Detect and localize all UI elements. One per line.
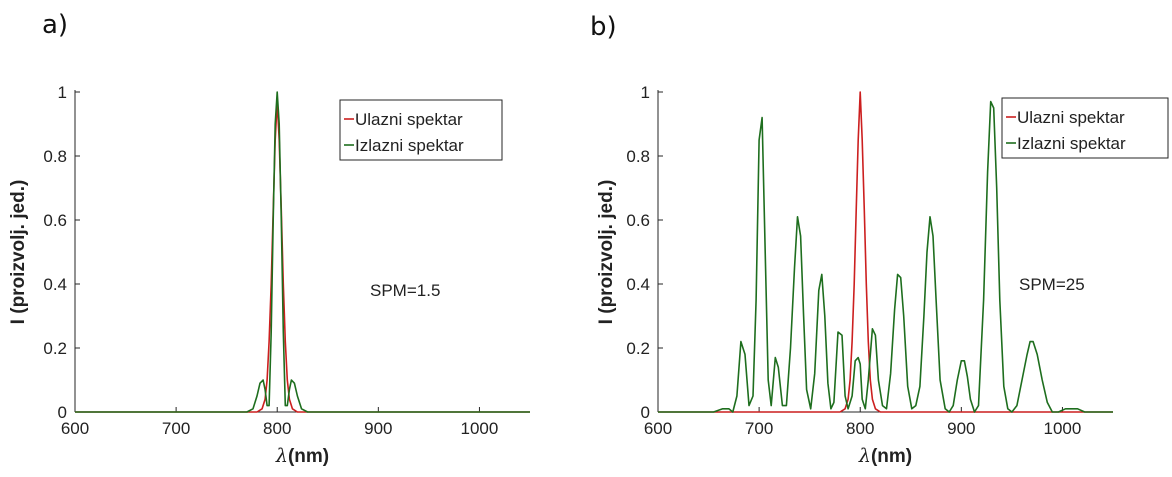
y-tick-label: 1	[641, 83, 650, 102]
legend-entry: Izlazni spektar	[1017, 134, 1126, 153]
y-tick-label: 0.8	[43, 147, 67, 166]
x-tick-label: 700	[745, 419, 773, 438]
x-tick-label: 700	[162, 419, 190, 438]
annotation: SPM=1.5	[370, 281, 440, 300]
x-tick-label: 600	[61, 419, 89, 438]
panel-label: b)	[590, 12, 617, 42]
x-axis-label: λ(nm)	[275, 445, 329, 467]
series-line-1	[658, 91, 1113, 413]
y-tick-label: 0.6	[626, 211, 650, 230]
panel-label: a)	[42, 10, 68, 40]
chart-panel-1: a) 600 700 800 900 1000 0 0.2 0.4 0.6 0.8 1 λ(nm) I (…	[8, 10, 530, 467]
legend: Ulazni spektar Izlazni spektar	[1001, 97, 1169, 159]
y-tick-label: 0.4	[626, 275, 650, 294]
legend-entry: Ulazni spektar	[1017, 108, 1125, 127]
y-tick-label: 0.8	[626, 147, 650, 166]
legend-entry: Izlazni spektar	[355, 136, 464, 155]
y-tick-label: 0.6	[43, 211, 67, 230]
x-axis-label-symbol: λ	[275, 445, 288, 467]
y-tick-label: 0.4	[43, 275, 67, 294]
legend-box	[1001, 97, 1169, 159]
x-axis-label-symbol: λ	[858, 445, 871, 467]
x-tick-label: 900	[364, 419, 392, 438]
y-tick-label: 0.2	[626, 339, 650, 358]
y-tick-label: 0.2	[43, 339, 67, 358]
chart-panel-2: b) 600 700 800 900 1000 0 0.2 0.4 0.6 0.8 1 λ(nm) I (…	[590, 12, 1169, 467]
annotation: SPM=25	[1019, 275, 1085, 294]
x-tick-label: 800	[846, 419, 874, 438]
series-line-2	[658, 100, 1113, 413]
x-tick-label: 1000	[461, 419, 499, 438]
series-line-2	[75, 91, 530, 413]
x-axis-label-unit: (nm)	[288, 446, 329, 467]
x-tick-label: 1000	[1044, 419, 1082, 438]
legend-entry: Ulazni spektar	[355, 110, 463, 129]
y-tick-label: 1	[58, 83, 67, 102]
y-axis-label: I (proizvolj. jed.)	[8, 180, 29, 325]
y-tick-label: 0	[641, 403, 650, 422]
x-tick-label: 900	[947, 419, 975, 438]
x-axis-label: λ(nm)	[858, 445, 912, 467]
x-tick-label: 600	[644, 419, 672, 438]
legend: Ulazni spektar Izlazni spektar	[339, 99, 503, 161]
y-tick-label: 0	[58, 403, 67, 422]
legend-box	[339, 99, 503, 161]
y-axis-label: I (proizvolj. jed.)	[596, 180, 617, 325]
x-axis-label-unit: (nm)	[871, 446, 912, 467]
x-tick-label: 800	[263, 419, 291, 438]
